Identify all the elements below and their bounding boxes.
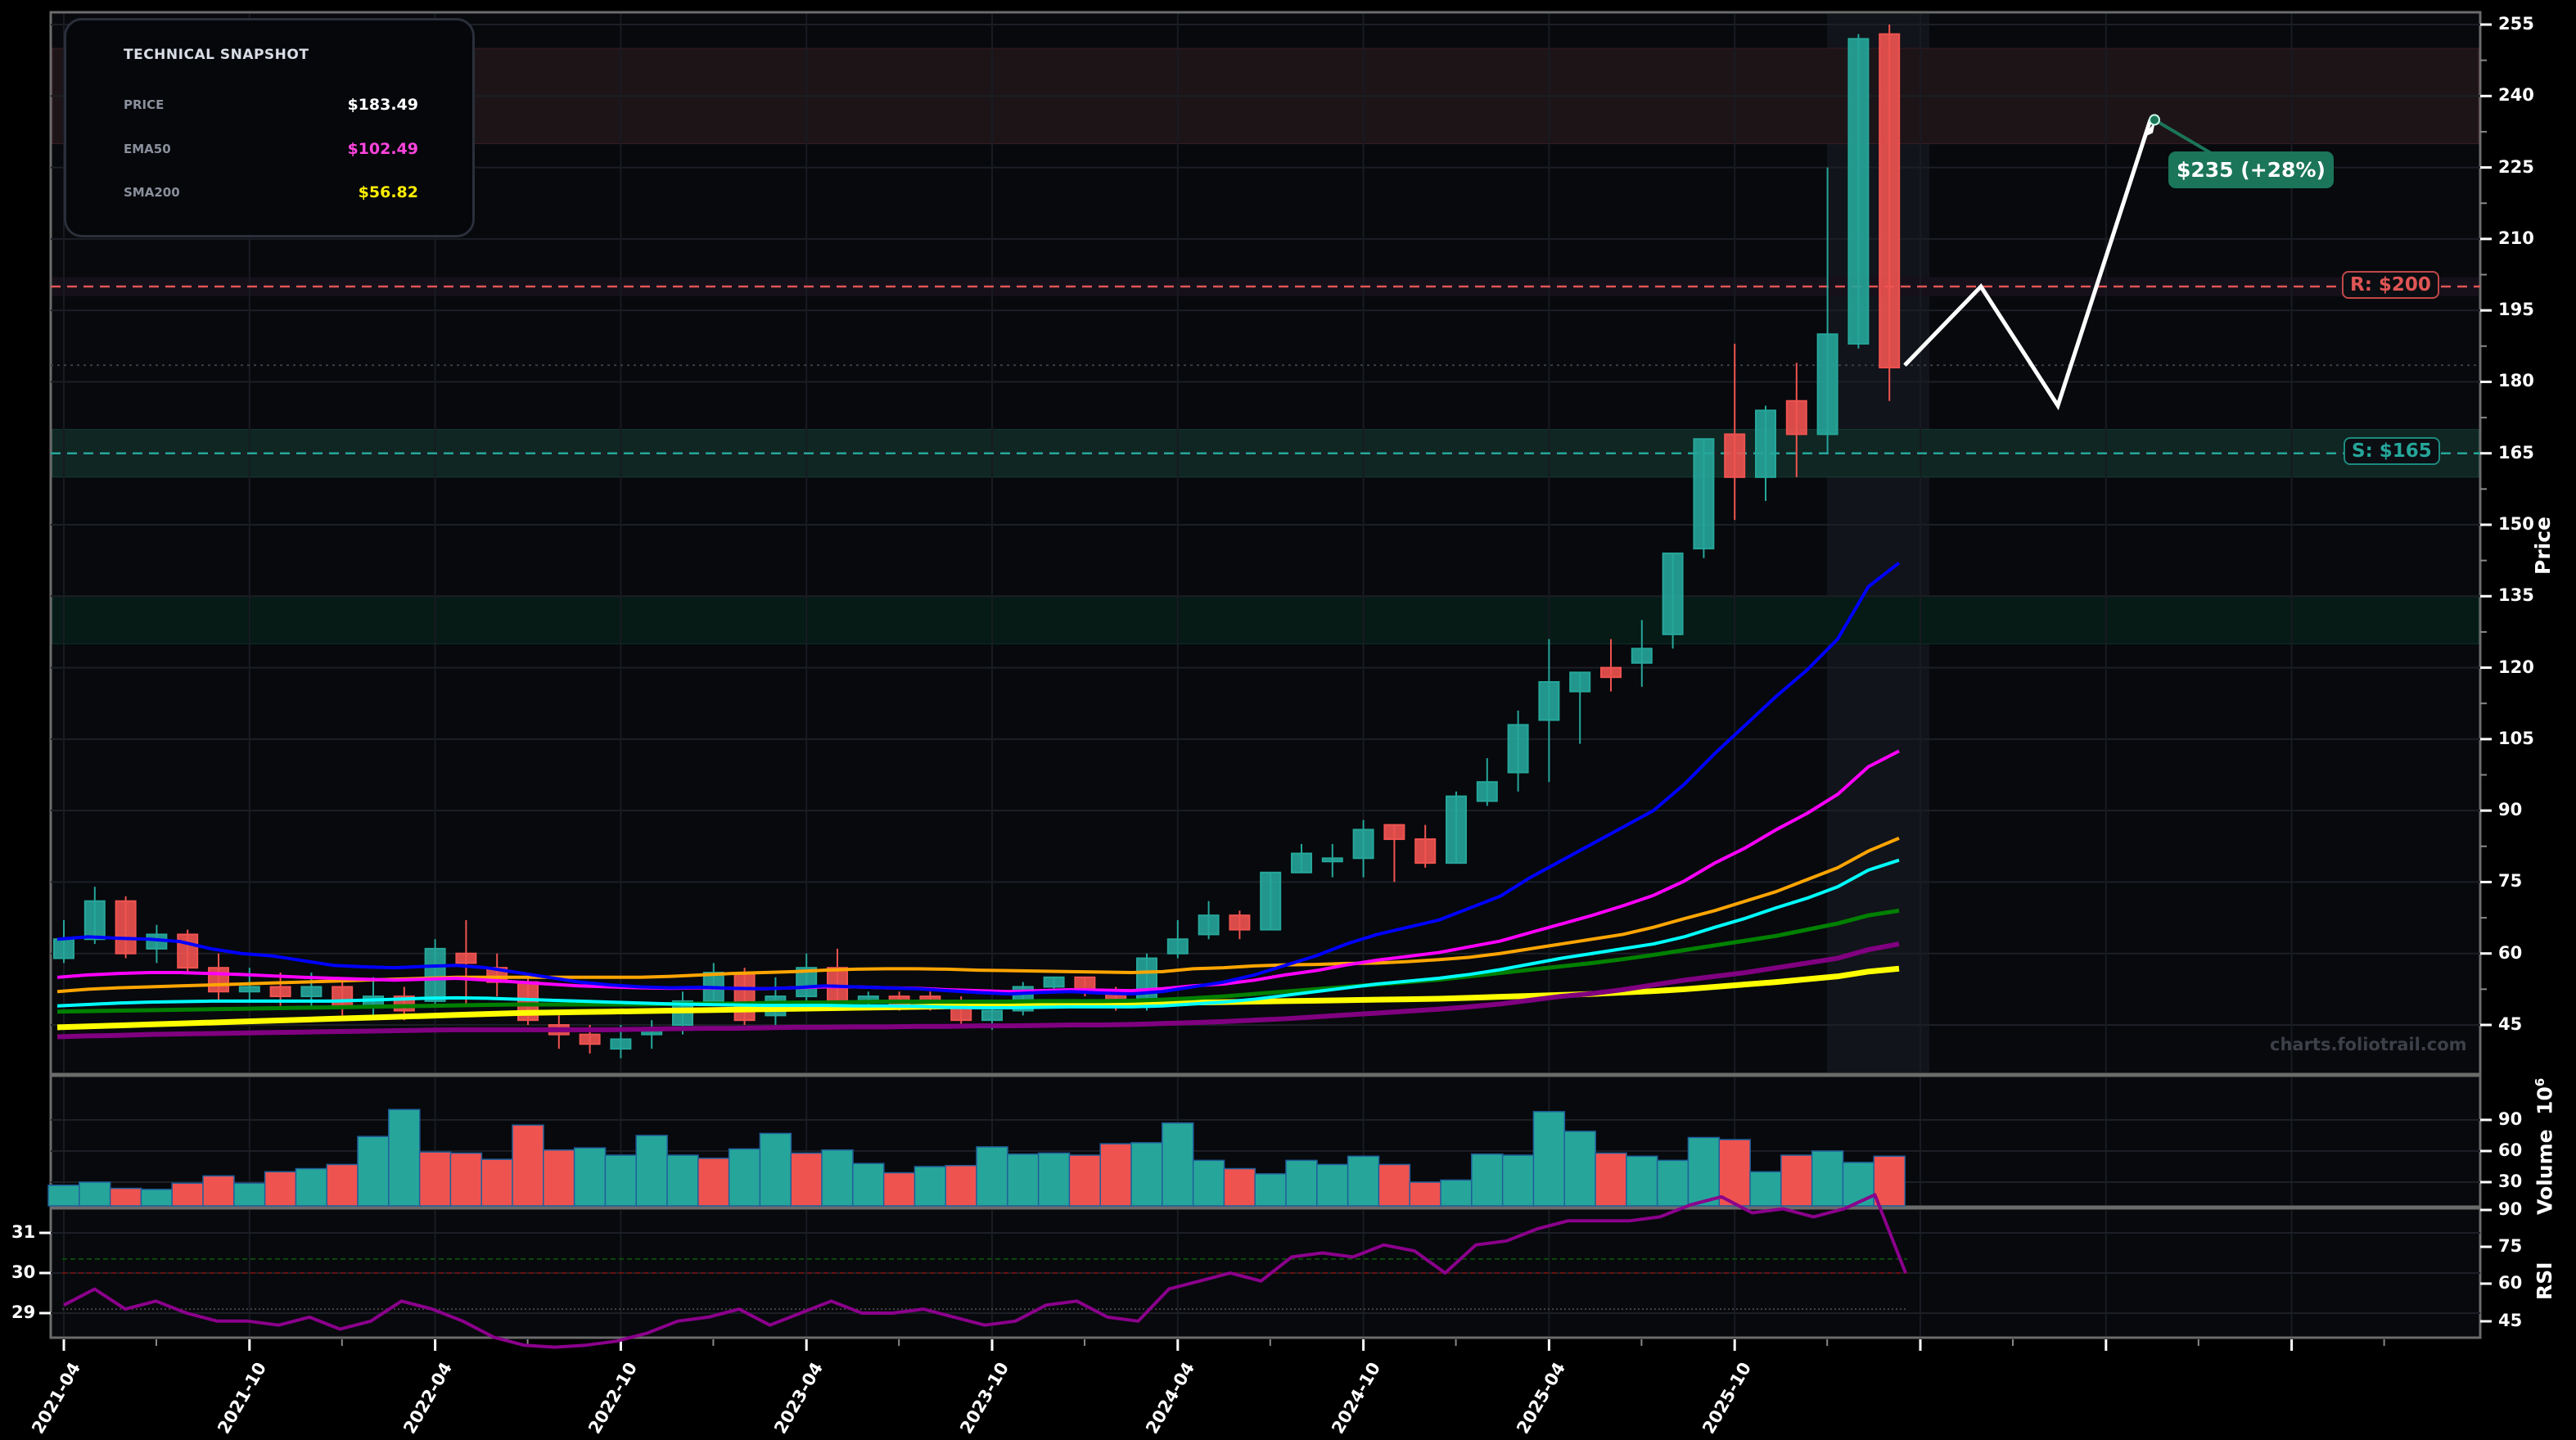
snapshot-sma200-value: $56.82 bbox=[358, 183, 418, 201]
snapshot-sma200-label: SMA200 bbox=[124, 185, 180, 200]
price-tick: 60 bbox=[2498, 942, 2523, 963]
volume-tick: 90 bbox=[2498, 1108, 2523, 1129]
volume-axis-exp: 10 bbox=[2533, 1086, 2557, 1116]
price-tick: 240 bbox=[2498, 85, 2534, 106]
volume-panel bbox=[47, 1074, 2492, 1208]
volume-axis-sup: 6 bbox=[2533, 1077, 2547, 1087]
price-tick: 135 bbox=[2498, 585, 2534, 606]
snapshot-ema50-label: EMA50 bbox=[124, 142, 171, 156]
price-tick: 225 bbox=[2498, 156, 2534, 177]
volume-axis-label: Volume 106 bbox=[2533, 1078, 2556, 1215]
rsi-right-tick: 45 bbox=[2498, 1311, 2523, 1330]
price-tick: 165 bbox=[2498, 442, 2534, 463]
rsi-axis-label: RSI bbox=[2533, 1262, 2556, 1300]
rsi-panel bbox=[39, 1193, 2492, 1351]
price-tick: 75 bbox=[2498, 871, 2523, 892]
snapshot-row-price: PRICE $183.49 bbox=[124, 96, 418, 114]
rsi-right-tick: 90 bbox=[2498, 1199, 2523, 1219]
rsi-left-tick: 29 bbox=[11, 1302, 36, 1322]
snapshot-row-sma200: SMA200 $56.82 bbox=[124, 183, 418, 201]
price-panel bbox=[49, 11, 2492, 1076]
volume-axis-text: Volume bbox=[2533, 1129, 2557, 1215]
support-level-label: S: $165 bbox=[2344, 437, 2440, 465]
rsi-right-tick: 75 bbox=[2498, 1236, 2523, 1256]
price-tick: 180 bbox=[2498, 371, 2534, 391]
volume-tick: 60 bbox=[2498, 1140, 2523, 1160]
rsi-right-tick: 60 bbox=[2498, 1273, 2523, 1293]
snapshot-row-ema50: EMA50 $102.49 bbox=[124, 140, 418, 158]
snapshot-ema50-value: $102.49 bbox=[347, 140, 418, 158]
rsi-left-tick: 31 bbox=[11, 1222, 36, 1242]
price-tick: 120 bbox=[2498, 657, 2534, 677]
price-tick: 150 bbox=[2498, 514, 2534, 534]
snapshot-price-label: PRICE bbox=[124, 97, 165, 112]
volume-tick: 30 bbox=[2498, 1171, 2523, 1191]
price-tick: 210 bbox=[2498, 228, 2534, 248]
snapshot-title: TECHNICAL SNAPSHOT bbox=[124, 47, 309, 63]
price-tick: 255 bbox=[2498, 14, 2534, 34]
resistance-level-label: R: $200 bbox=[2342, 271, 2439, 299]
target-price-label: $235 (+28%) bbox=[2168, 151, 2334, 188]
price-tick: 195 bbox=[2498, 300, 2534, 320]
price-tick: 45 bbox=[2498, 1014, 2523, 1034]
snapshot-price-value: $183.49 bbox=[347, 96, 418, 114]
rsi-left-tick: 30 bbox=[11, 1262, 36, 1282]
watermark: charts.foliotrail.com bbox=[2270, 1035, 2467, 1054]
technical-snapshot-panel: TECHNICAL SNAPSHOT PRICE $183.49 EMA50 $… bbox=[64, 18, 475, 237]
price-axis-label: Price bbox=[2531, 517, 2555, 575]
price-tick: 105 bbox=[2498, 728, 2534, 748]
price-tick: 90 bbox=[2498, 800, 2523, 820]
